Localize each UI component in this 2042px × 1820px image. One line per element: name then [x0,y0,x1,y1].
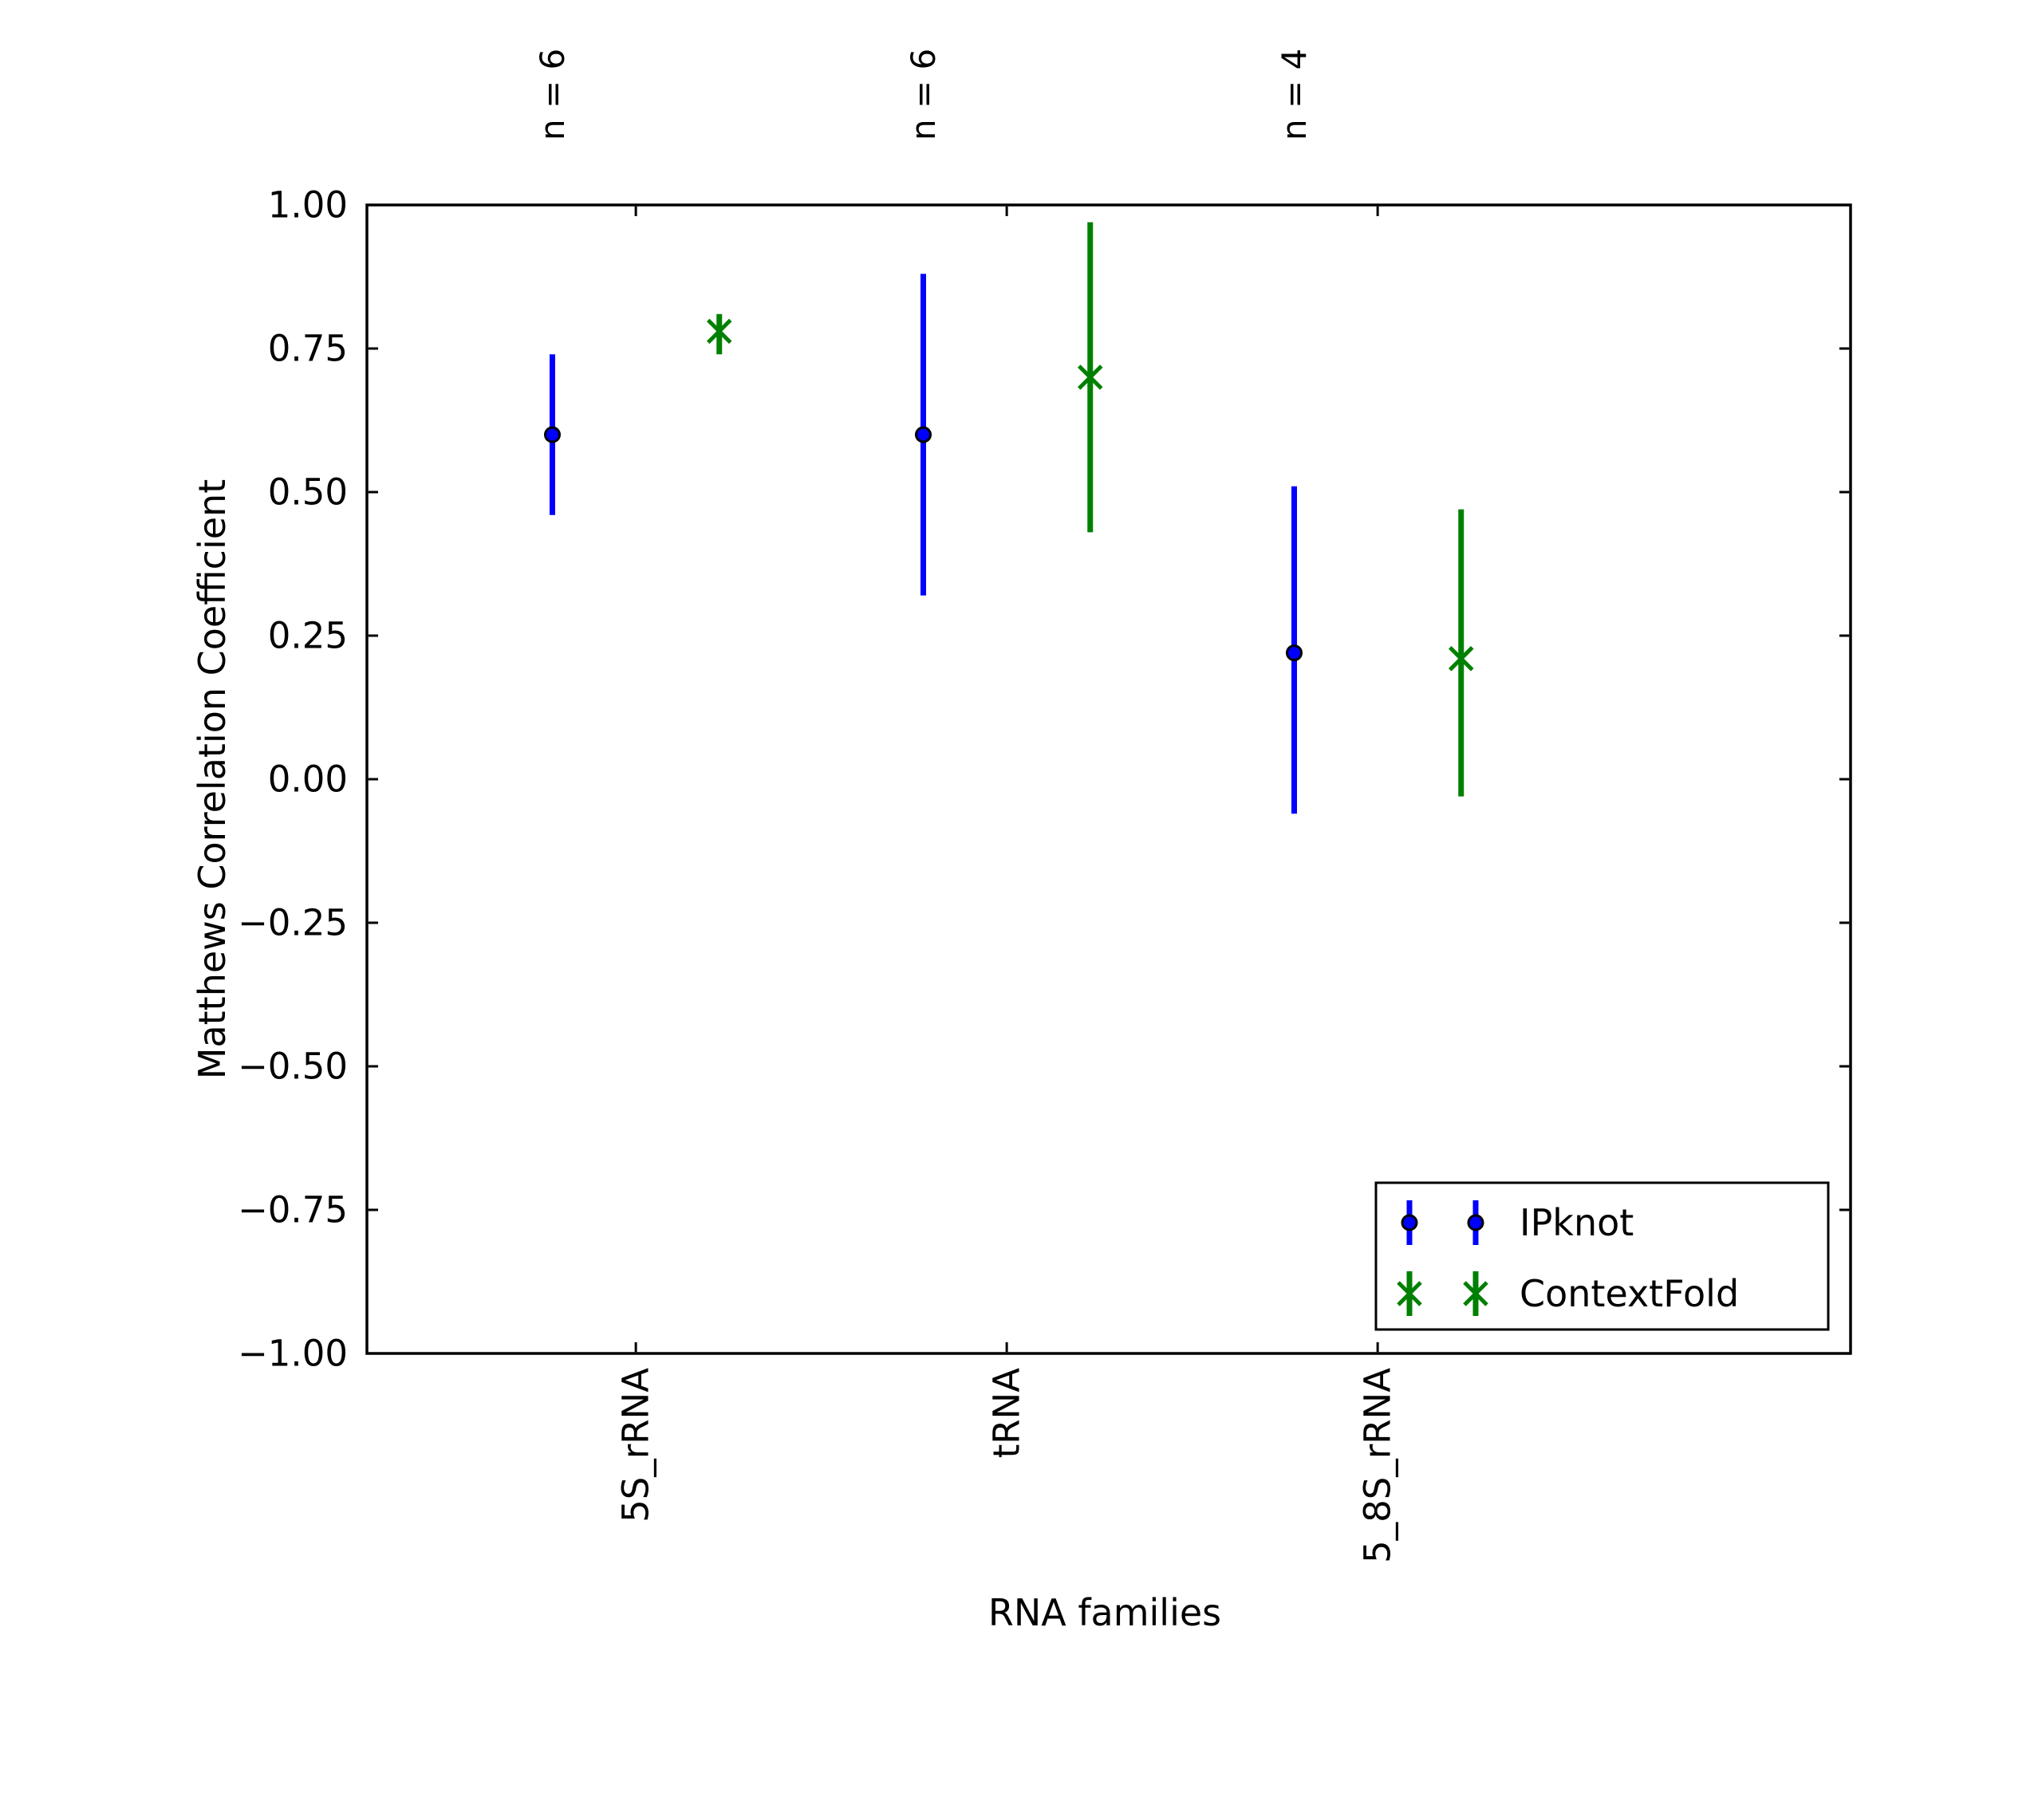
legend-box [1374,1181,1830,1331]
y-axis-label: Matthews Correlation Coefficient [191,479,234,1080]
y-tick-label: −0.75 [238,1189,348,1231]
y-tick-label: 1.00 [268,184,348,227]
y-tick-label: 0.00 [268,758,348,801]
n-annotation: n = 6 [533,49,572,140]
legend-label: IPknot [1520,1201,1634,1244]
y-tick-label: −0.25 [238,902,348,944]
data-point-x [1397,1281,1422,1306]
n-annotation: n = 4 [1275,49,1314,140]
data-point-circle [1467,1214,1484,1231]
x-tick-label: tRNA [986,1368,1028,1459]
n-annotation: n = 6 [904,49,943,140]
x-tick-label: 5_8S_rRNA [1357,1368,1399,1563]
y-tick-label: 0.25 [268,615,348,657]
y-tick-label: −0.50 [238,1046,348,1088]
data-point-x [1448,646,1474,672]
y-tick-label: 0.75 [268,328,348,370]
data-point-x [1077,364,1103,390]
y-tick-label: −1.00 [238,1333,348,1375]
y-tick-label: 0.50 [268,471,348,514]
x-tick-label: 5S_rRNA [615,1368,657,1523]
data-point-x [706,318,732,345]
legend-label: ContextFold [1520,1272,1739,1315]
axes-box [365,203,1852,1355]
data-point-circle [1286,644,1303,662]
data-point-circle [1401,1214,1418,1231]
data-point-x [1463,1281,1488,1306]
x-axis-label: RNA families [988,1591,1221,1634]
data-point-circle [915,426,932,443]
data-point-circle [544,426,561,443]
